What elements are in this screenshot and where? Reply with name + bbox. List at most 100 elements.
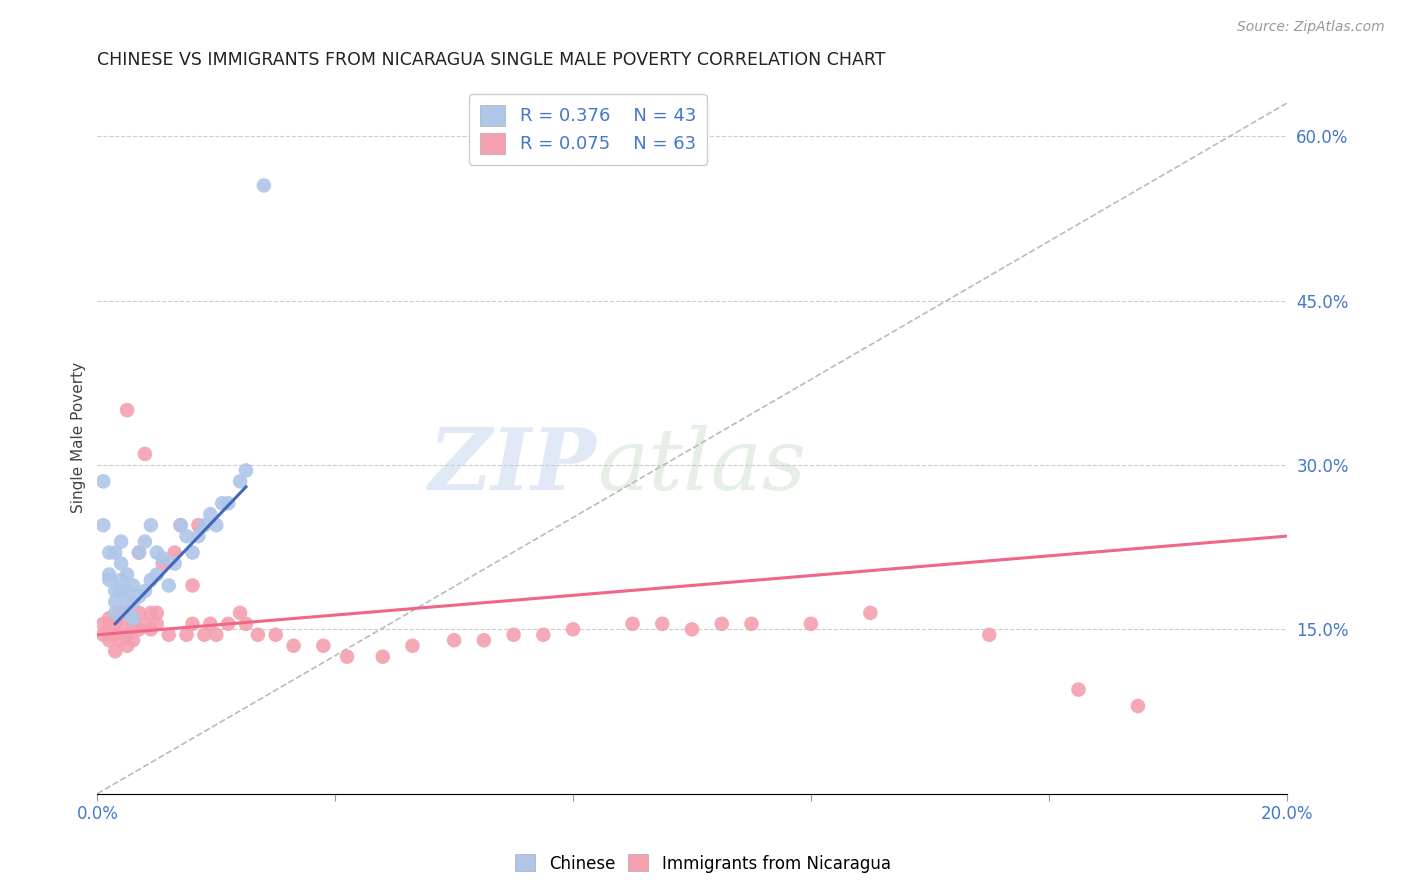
Point [104, 583, 127, 598]
Point [229, 606, 252, 620]
Point [115, 403, 138, 417]
Point [235, 463, 257, 477]
Text: ZIP: ZIP [429, 425, 596, 508]
Point [98, 545, 121, 559]
Point [115, 628, 138, 642]
Point [122, 578, 145, 592]
Point [246, 628, 269, 642]
Point [98, 567, 121, 582]
Point [200, 616, 222, 631]
Point [91, 616, 114, 631]
Point [152, 557, 174, 571]
Point [235, 616, 257, 631]
Text: Source: ZipAtlas.com: Source: ZipAtlas.com [1237, 20, 1385, 34]
Point [115, 639, 138, 653]
Point [621, 616, 644, 631]
Point [200, 507, 222, 521]
Point [1126, 698, 1149, 713]
Legend: R = 0.376    N = 43, R = 0.075    N = 63: R = 0.376 N = 43, R = 0.075 N = 63 [470, 94, 707, 164]
Point [98, 622, 121, 636]
Point [139, 518, 162, 533]
Point [139, 573, 162, 587]
Point [859, 606, 882, 620]
Point [110, 583, 132, 598]
Point [562, 622, 585, 636]
Point [336, 649, 359, 664]
Point [740, 616, 762, 631]
Point [122, 611, 145, 625]
Point [163, 545, 186, 559]
Point [104, 644, 127, 658]
Point [651, 616, 673, 631]
Point [187, 518, 209, 533]
Point [91, 518, 114, 533]
Point [531, 628, 554, 642]
Point [146, 545, 169, 559]
Point [181, 545, 204, 559]
Text: CHINESE VS IMMIGRANTS FROM NICARAGUA SINGLE MALE POVERTY CORRELATION CHART: CHINESE VS IMMIGRANTS FROM NICARAGUA SIN… [97, 51, 886, 69]
Point [193, 628, 215, 642]
Point [176, 628, 198, 642]
Point [115, 611, 138, 625]
Point [253, 178, 276, 193]
Point [146, 567, 169, 582]
Point [128, 545, 150, 559]
Point [110, 606, 132, 620]
Point [110, 557, 132, 571]
Point [146, 606, 169, 620]
Point [211, 496, 233, 510]
Point [264, 628, 287, 642]
Point [681, 622, 703, 636]
Point [139, 606, 162, 620]
Point [128, 606, 150, 620]
Point [217, 616, 239, 631]
Point [91, 475, 114, 489]
Point [193, 518, 215, 533]
Point [163, 557, 186, 571]
Point [134, 534, 156, 549]
Point [217, 496, 239, 510]
Point [979, 628, 1001, 642]
Point [128, 545, 150, 559]
Point [169, 518, 191, 533]
Point [98, 611, 121, 625]
Point [104, 545, 127, 559]
Point [187, 529, 209, 543]
Point [139, 622, 162, 636]
Point [104, 616, 127, 631]
Point [710, 616, 733, 631]
Point [98, 633, 121, 648]
Point [1067, 682, 1090, 697]
Point [110, 633, 132, 648]
Point [472, 633, 495, 648]
Point [502, 628, 524, 642]
Text: atlas: atlas [596, 425, 806, 508]
Point [104, 611, 127, 625]
Point [146, 616, 169, 631]
Point [104, 595, 127, 609]
Point [157, 628, 180, 642]
Point [104, 628, 127, 642]
Point [110, 573, 132, 587]
Y-axis label: Single Male Poverty: Single Male Poverty [72, 362, 86, 513]
Point [229, 475, 252, 489]
Point [134, 616, 156, 631]
Point [122, 616, 145, 631]
Point [104, 606, 127, 620]
Point [401, 639, 423, 653]
Point [800, 616, 823, 631]
Point [152, 551, 174, 566]
Point [115, 606, 138, 620]
Point [128, 622, 150, 636]
Point [169, 518, 191, 533]
Point [312, 639, 335, 653]
Point [443, 633, 465, 648]
Point [134, 447, 156, 461]
Point [371, 649, 394, 664]
Legend: Chinese, Immigrants from Nicaragua: Chinese, Immigrants from Nicaragua [509, 847, 897, 880]
Point [128, 590, 150, 604]
Point [110, 534, 132, 549]
Point [283, 639, 305, 653]
Point [205, 628, 228, 642]
Point [122, 633, 145, 648]
